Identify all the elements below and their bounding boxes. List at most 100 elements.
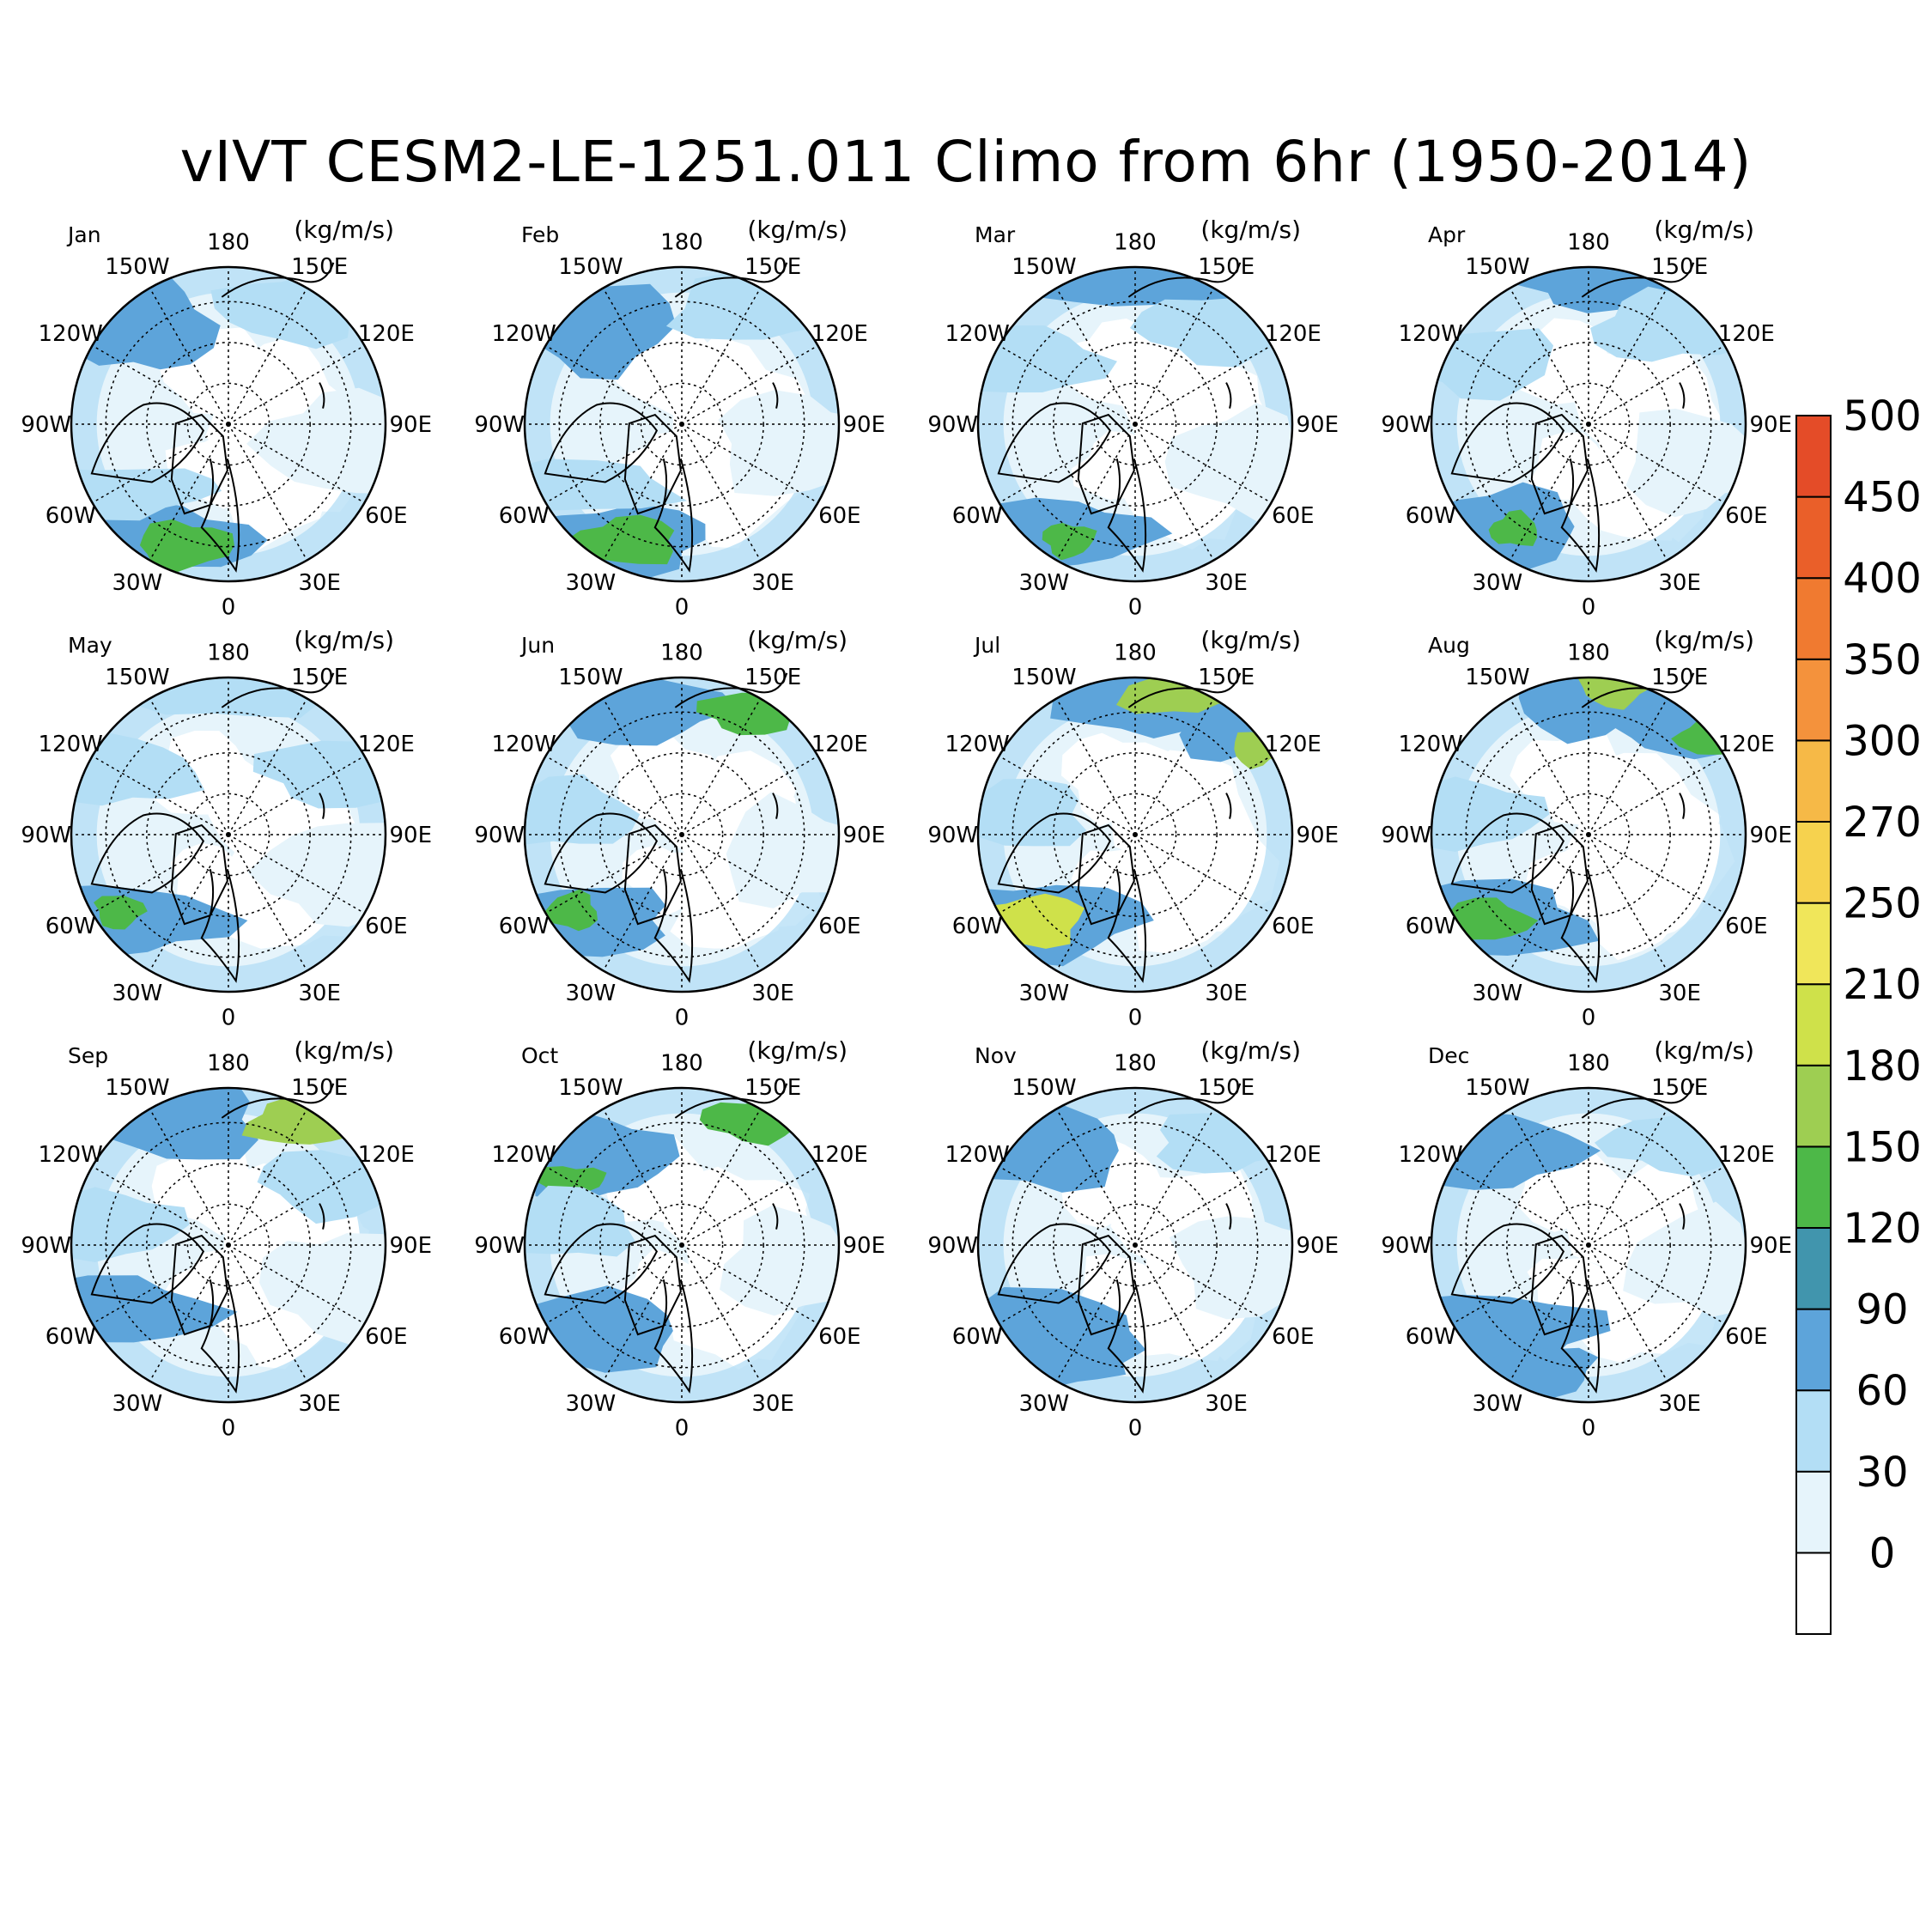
- longitude-label: 30E: [298, 570, 341, 596]
- coastlines: [1450, 262, 1695, 573]
- longitude-label: 60E: [1272, 914, 1315, 939]
- longitude-label: 30E: [1658, 981, 1701, 1006]
- meridian-line: [1588, 423, 1725, 504]
- meridian-line: [602, 1109, 683, 1246]
- meridian-line: [228, 423, 365, 504]
- panel-month-label: Mar: [975, 222, 1016, 247]
- coastlines: [90, 672, 335, 983]
- longitude-label: 60W: [46, 1324, 96, 1350]
- longitude-label: 150E: [1198, 1075, 1255, 1101]
- latitude-circle: [1093, 382, 1177, 466]
- colorbar-swatch: [1795, 495, 1832, 580]
- meridian-line: [228, 1244, 365, 1325]
- meridian-line: [1509, 288, 1589, 425]
- latitude-circle: [640, 793, 724, 877]
- colorbar-label: 30: [1856, 1449, 1908, 1497]
- map-border: [70, 676, 387, 993]
- longitude-label: 180: [660, 1051, 703, 1077]
- longitude-label: 120W: [1398, 732, 1462, 757]
- longitude-label: 0: [1582, 1415, 1596, 1441]
- coastlines: [997, 672, 1242, 983]
- colorbar-swatch: [1795, 577, 1832, 660]
- longitude-label: 30W: [565, 1391, 616, 1417]
- meridian-line: [149, 698, 229, 835]
- longitude-label: 60E: [365, 503, 408, 529]
- latitude-circle: [1506, 752, 1671, 917]
- longitude-label: 180: [1114, 230, 1157, 256]
- latitude-circle: [1506, 342, 1671, 507]
- longitude-label: 120W: [945, 1142, 1009, 1168]
- longitude-label: 120E: [1718, 321, 1775, 347]
- longitude-label: 120W: [1398, 321, 1462, 347]
- longitude-label: 150W: [105, 1075, 169, 1101]
- map-border: [976, 265, 1294, 583]
- longitude-label: 30W: [112, 1391, 162, 1417]
- meridian-line: [92, 755, 229, 835]
- panel-units-label: (kg/m/s): [1654, 626, 1754, 654]
- meridian-line: [1509, 834, 1589, 971]
- longitude-label: 90W: [21, 412, 71, 438]
- colorbar: 0 30 60 90 120 150 180 210 250 270 300 350 400 450 500: [1795, 392, 1922, 1636]
- latitude-circle: [1053, 1163, 1218, 1327]
- latitude-circle: [640, 382, 724, 466]
- longitude-label: 150E: [744, 254, 801, 280]
- meridian-line: [1588, 755, 1725, 835]
- meridian-line: [545, 1165, 683, 1246]
- colorbar-swatch: [1795, 983, 1832, 1066]
- longitude-label: 0: [675, 1415, 690, 1441]
- latitude-circle: [146, 752, 311, 917]
- longitude-label: 60E: [1272, 503, 1315, 529]
- colorbar-label: 0: [1869, 1529, 1896, 1577]
- meridian-line: [681, 834, 818, 914]
- longitude-label: 30W: [1472, 1391, 1522, 1417]
- meridian-line: [92, 1165, 229, 1246]
- meridian-line: [1452, 755, 1589, 835]
- longitude-label: 150W: [1465, 254, 1529, 280]
- meridian-line: [1134, 1165, 1272, 1246]
- meridian-line: [1452, 423, 1589, 504]
- longitude-label: 90W: [927, 1233, 978, 1259]
- meridian-line: [1588, 1165, 1725, 1246]
- meridian-line: [1452, 1244, 1589, 1325]
- longitude-label: 180: [1567, 641, 1610, 666]
- meridian-line: [1588, 423, 1668, 561]
- longitude-label: 0: [1582, 1005, 1596, 1030]
- longitude-label: 30E: [751, 1391, 794, 1417]
- longitude-label: 120E: [811, 732, 868, 757]
- longitude-label: 60W: [499, 503, 550, 529]
- meridian-line: [228, 755, 365, 835]
- meridian-line: [228, 1165, 365, 1246]
- longitude-label: 90E: [390, 823, 433, 848]
- panel-month-label: Apr: [1428, 222, 1466, 247]
- meridian-line: [1134, 344, 1272, 425]
- longitude-label: 90W: [927, 412, 978, 438]
- panel-units-label: (kg/m/s): [747, 216, 848, 244]
- coastlines: [997, 262, 1242, 573]
- colorbar-swatch: [1795, 1470, 1832, 1554]
- meridian-line: [545, 1244, 683, 1325]
- colorbar-swatch: [1795, 739, 1832, 823]
- meridian-line: [92, 423, 229, 504]
- colorbar-swatch: [1795, 415, 1832, 498]
- meridian-line: [681, 1244, 818, 1325]
- map-panel-mar: 180 150E 120E 90E 60E 30E 0 30W 60W 90W 120W 150W Ma…: [927, 216, 1339, 620]
- meridian-line: [999, 344, 1136, 425]
- longitude-label: 30W: [112, 570, 162, 596]
- longitude-label: 60W: [499, 914, 550, 939]
- meridian-line: [149, 1109, 229, 1246]
- panel-month-label: Oct: [521, 1043, 558, 1068]
- longitude-label: 150W: [1465, 1075, 1529, 1101]
- meridian-line: [149, 288, 229, 425]
- longitude-label: 30W: [1018, 570, 1069, 596]
- latitude-circle: [640, 1203, 724, 1287]
- meridian-line: [1134, 288, 1215, 425]
- meridian-line: [681, 698, 762, 835]
- meridian-line: [999, 1244, 1136, 1325]
- longitude-label: 120W: [38, 732, 102, 757]
- meridian-line: [1134, 755, 1272, 835]
- longitude-label: 90W: [1381, 823, 1431, 848]
- longitude-label: 30E: [1205, 981, 1248, 1006]
- longitude-label: 150E: [291, 254, 348, 280]
- panel-month-label: Nov: [975, 1043, 1017, 1068]
- meridian-line: [228, 288, 308, 425]
